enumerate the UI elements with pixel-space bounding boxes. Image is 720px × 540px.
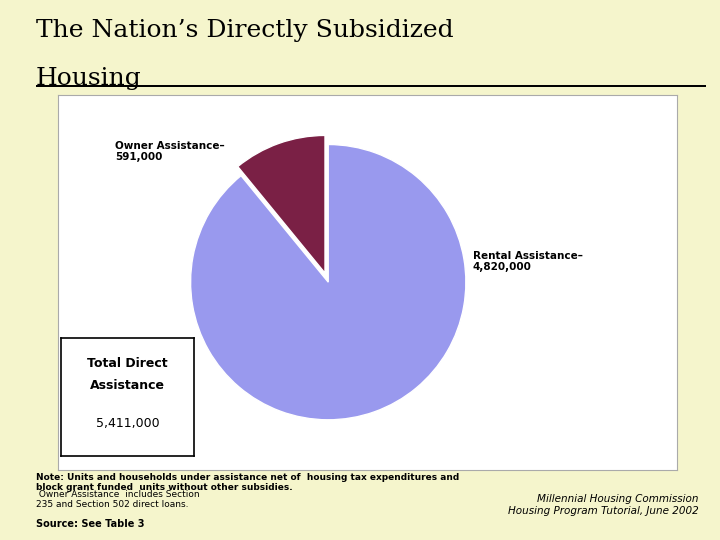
Text: Assistance: Assistance [90,379,166,392]
Wedge shape [191,145,466,420]
Text: 5,411,000: 5,411,000 [96,416,160,429]
Text: Housing: Housing [36,68,142,91]
Text: Rental Assistance–
4,820,000: Rental Assistance– 4,820,000 [473,251,582,272]
Text: Owner Assistance–
591,000: Owner Assistance– 591,000 [115,140,225,162]
Text: Source: See Table 3: Source: See Table 3 [36,519,145,530]
Text: Total Direct: Total Direct [88,357,168,370]
Text: Millennial Housing Commission
Housing Program Tutorial, June 2002: Millennial Housing Commission Housing Pr… [508,494,698,516]
Text: The Nation’s Directly Subsidized: The Nation’s Directly Subsidized [36,19,454,42]
Text: Owner Assistance  includes Section
235 and Section 502 direct loans.: Owner Assistance includes Section 235 an… [36,490,199,509]
Wedge shape [238,136,325,273]
Text: Note: Units and households under assistance net of  housing tax expenditures and: Note: Units and households under assista… [36,472,459,492]
